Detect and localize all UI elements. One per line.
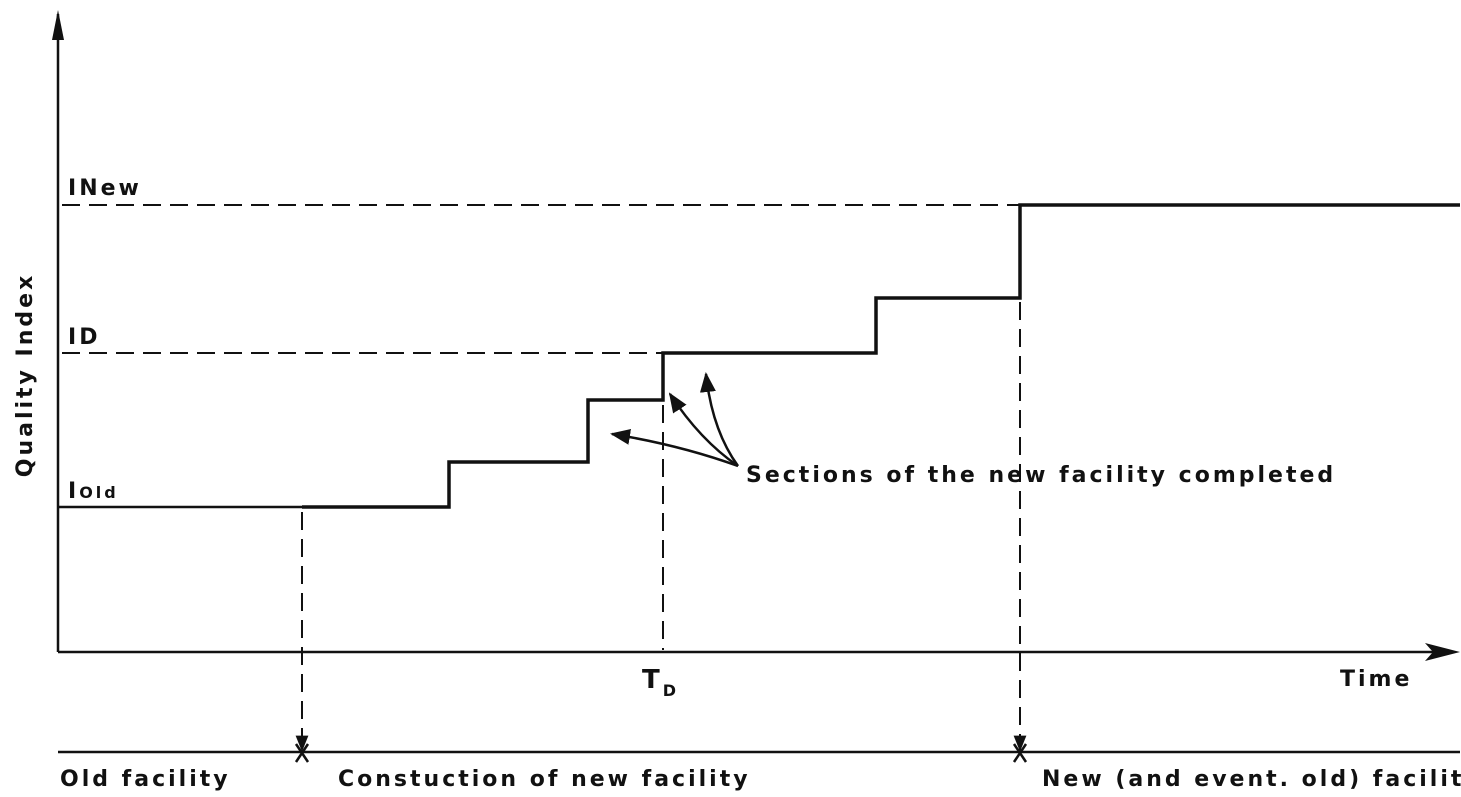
symbol: I — [68, 176, 79, 201]
level-label: INew — [68, 176, 142, 201]
symbol: I — [68, 325, 79, 350]
phase-label: New (and event. old) facility — [1042, 767, 1461, 792]
y-axis-label: Quality Index — [13, 273, 38, 478]
level-label: IOld — [68, 479, 119, 504]
symbol: T — [642, 665, 663, 695]
symbol: I — [68, 479, 79, 504]
time-marker-label: TD — [642, 665, 679, 700]
y-arrow — [52, 10, 64, 40]
x-mark — [294, 743, 310, 763]
level-label: ID — [68, 325, 100, 350]
annotation: Sections of the new facility completed — [746, 463, 1336, 488]
subscript: D — [663, 681, 679, 700]
x-axis-label: Time — [1340, 667, 1412, 692]
x-arrow — [1425, 643, 1460, 661]
phase-label: Old facility — [60, 767, 231, 792]
phase-label: Constuction of new facility — [338, 767, 751, 792]
subscript: Old — [79, 483, 119, 502]
annotation-arrow — [668, 392, 739, 468]
subscript: New — [79, 176, 142, 201]
step-line — [302, 203, 1460, 509]
annotation-arrow — [699, 372, 740, 467]
subscript: D — [79, 325, 100, 350]
annotation-arrow — [610, 428, 739, 468]
x-mark — [1012, 743, 1028, 763]
